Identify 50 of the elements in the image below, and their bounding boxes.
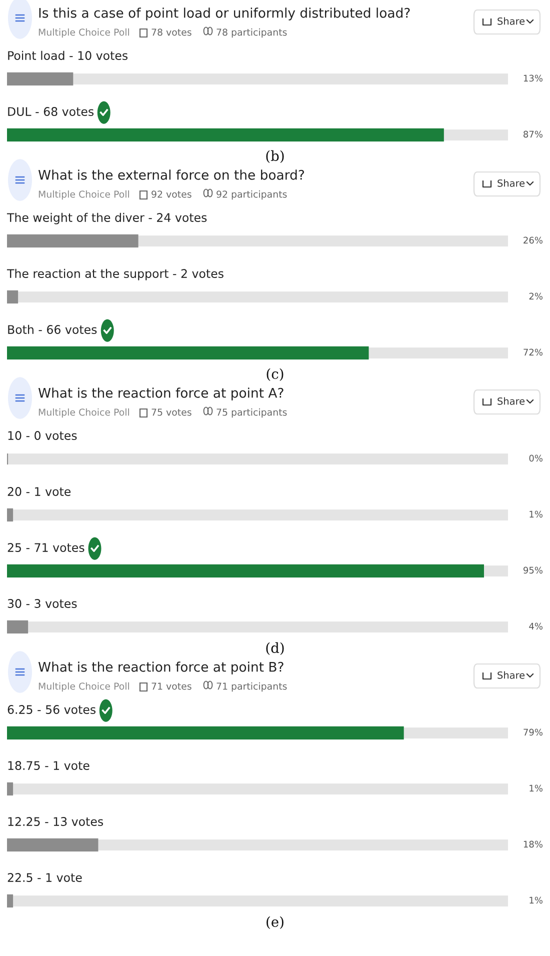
chart-title: What is the external force on the board? bbox=[38, 170, 304, 180]
chart-subtitle: Multiple Choice Poll bbox=[38, 28, 129, 38]
data-label: 2% bbox=[529, 292, 542, 300]
text: (d) bbox=[266, 642, 284, 655]
annotation: 71 votes bbox=[152, 682, 192, 690]
text: Share bbox=[498, 179, 525, 187]
chart-subtitle: Multiple Choice Poll bbox=[38, 682, 129, 692]
text: (e) bbox=[266, 916, 284, 929]
y-tick-label: The reaction at the support - 2 votes bbox=[6, 268, 224, 280]
y-tick-label: Point load - 10 votes bbox=[8, 50, 128, 60]
annotation: 78 participants bbox=[216, 28, 287, 38]
annotation: 78 votes bbox=[152, 28, 192, 36]
annotation: 75 votes bbox=[152, 408, 192, 416]
data-label: 26% bbox=[524, 236, 542, 244]
data-label: 4% bbox=[529, 622, 542, 630]
data-label: 79% bbox=[524, 728, 542, 736]
text: (b) bbox=[266, 150, 284, 163]
text: Share bbox=[498, 671, 525, 679]
y-tick-label: 18.75 - 1 vote bbox=[8, 761, 90, 770]
chart-subtitle: Multiple Choice Poll bbox=[38, 190, 129, 200]
data-label: 95% bbox=[524, 566, 542, 574]
text: (c) bbox=[266, 368, 284, 381]
y-tick-label: 12.25 - 13 votes bbox=[8, 817, 104, 826]
text: Share bbox=[498, 17, 525, 25]
y-tick-label: 30 - 3 votes bbox=[8, 599, 77, 608]
y-tick-label: The weight of the diver - 24 votes bbox=[6, 212, 207, 224]
annotation: 71 participants bbox=[216, 682, 287, 692]
annotation: 75 participants bbox=[216, 408, 287, 418]
chart-title: Is this a case of point load or uniformly distributed load? bbox=[39, 8, 410, 20]
y-tick-label: Both - 66 votes bbox=[8, 324, 97, 334]
y-tick-label: 20 - 1 vote bbox=[8, 487, 71, 496]
y-tick-label: 25 - 71 votes bbox=[8, 543, 84, 552]
data-label: 72% bbox=[524, 348, 542, 356]
data-label: 1% bbox=[530, 784, 542, 792]
chart-subtitle: Multiple Choice Poll bbox=[38, 408, 129, 418]
data-label: 1% bbox=[530, 510, 542, 518]
data-label: 0% bbox=[529, 454, 542, 462]
annotation: 92 participants bbox=[216, 190, 287, 200]
chart-title: What is the reaction force at point A? bbox=[38, 388, 284, 400]
chart-title: What is the reaction force at point B? bbox=[38, 662, 284, 674]
data-label: 13% bbox=[524, 74, 542, 82]
data-label: 87% bbox=[524, 130, 542, 138]
data-label: 1% bbox=[530, 896, 542, 904]
text: Share bbox=[498, 397, 525, 405]
data-label: 18% bbox=[524, 840, 542, 848]
y-tick-label: 22.5 - 1 vote bbox=[8, 873, 82, 882]
y-tick-label: 6.25 - 56 votes bbox=[8, 705, 96, 714]
annotation: 92 votes bbox=[152, 190, 192, 198]
y-tick-label: 10 - 0 votes bbox=[8, 431, 77, 440]
y-tick-label: DUL - 68 votes bbox=[8, 107, 94, 116]
